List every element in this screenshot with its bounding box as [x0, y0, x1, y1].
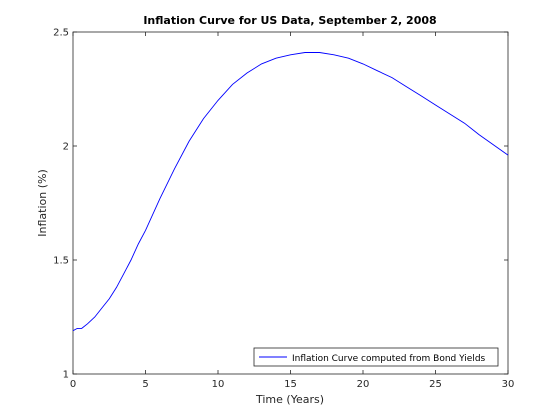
legend-box [253, 347, 499, 367]
y-tick-label: 2.5 [53, 28, 69, 39]
y-tick-label: 1 [63, 370, 69, 381]
y-axis: 1 1.5 2 2.5 [53, 28, 508, 381]
x-tick-label: 20 [357, 379, 370, 390]
x-tick-label: 0 [70, 379, 76, 390]
x-tick-label: 25 [429, 379, 442, 390]
x-tick-label: 10 [212, 379, 225, 390]
y-tick-label: 2 [63, 142, 69, 153]
chart-title: Inflation Curve for US Data, September 2… [143, 14, 436, 27]
legend: Inflation Curve computed from Bond Yield… [253, 347, 499, 367]
x-tick-label: 30 [502, 379, 515, 390]
y-tick-label: 1.5 [53, 256, 69, 267]
x-tick-label: 15 [284, 379, 297, 390]
legend-entry: Inflation Curve computed from Bond Yield… [292, 354, 486, 364]
y-axis-label: Inflation (%) [36, 169, 49, 237]
x-tick-label: 5 [142, 379, 148, 390]
x-axis: 0 5 10 15 20 25 30 [70, 32, 515, 390]
plot-area [72, 31, 509, 375]
series-line [72, 52, 509, 332]
x-axis-label: Time (Years) [255, 393, 324, 406]
